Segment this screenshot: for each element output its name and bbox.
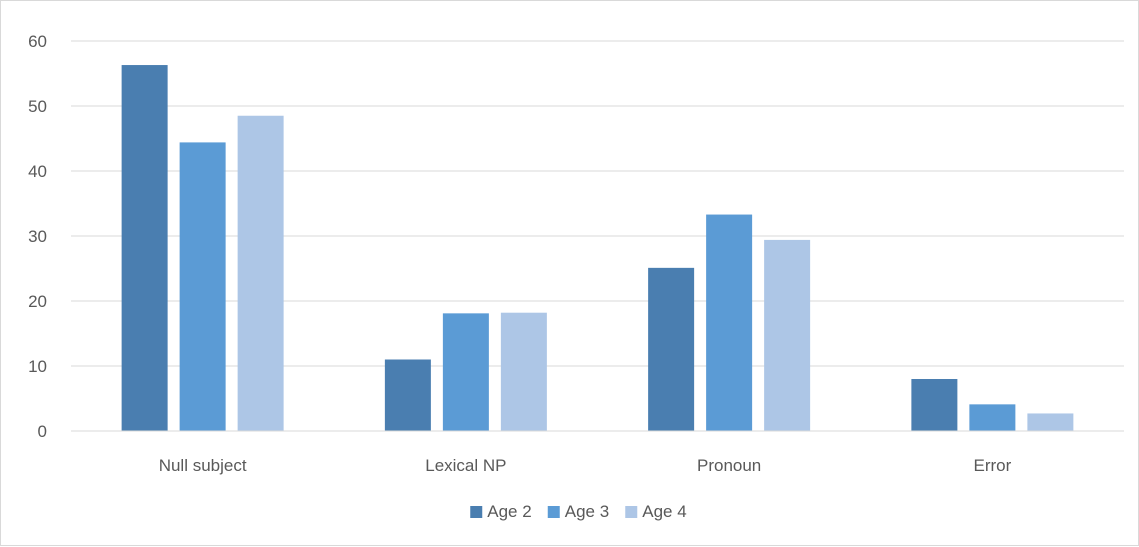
y-axis-tick-labels: 0 10 20 30 40 50 60 — [28, 32, 47, 441]
y-tick-label: 20 — [28, 292, 47, 311]
bar-pronoun-age-3 — [706, 214, 753, 431]
bar-error-age-4 — [1027, 413, 1074, 431]
y-tick-label: 10 — [28, 357, 47, 376]
legend-item-age-4: Age 4 — [625, 502, 687, 521]
bars — [121, 65, 1074, 432]
bar-lexical-np-age-2 — [384, 359, 431, 431]
x-axis-tick-labels: Null subject Lexical NP Pronoun Error — [159, 456, 1012, 475]
legend-swatch — [547, 506, 560, 518]
bar-null-subject-age-3 — [179, 142, 226, 431]
legend-label: Age 2 — [487, 502, 531, 521]
legend-label: Age 3 — [565, 502, 609, 521]
x-tick-label: Null subject — [159, 456, 247, 475]
x-tick-label: Error — [973, 456, 1011, 475]
legend-swatch — [470, 506, 483, 518]
legend-item-age-2: Age 2 — [470, 502, 532, 521]
bar-lexical-np-age-4 — [500, 312, 547, 431]
bar-pronoun-age-4 — [764, 239, 811, 431]
y-tick-label: 30 — [28, 227, 47, 246]
legend-label: Age 4 — [642, 502, 686, 521]
bar-null-subject-age-2 — [121, 65, 168, 432]
y-tick-label: 0 — [38, 422, 47, 441]
y-tick-label: 40 — [28, 162, 47, 181]
x-tick-label: Lexical NP — [425, 456, 506, 475]
bar-pronoun-age-2 — [648, 267, 695, 431]
bar-lexical-np-age-3 — [442, 313, 489, 431]
legend: Age 2 Age 3 Age 4 — [470, 502, 687, 521]
x-tick-label: Pronoun — [697, 456, 761, 475]
bar-error-age-3 — [969, 404, 1016, 431]
y-tick-label: 60 — [28, 32, 47, 51]
y-tick-label: 50 — [28, 97, 47, 116]
legend-swatch — [625, 506, 638, 518]
legend-item-age-3: Age 3 — [547, 502, 609, 521]
gridlines — [71, 40, 1124, 367]
bar-error-age-2 — [911, 379, 958, 431]
bar-null-subject-age-4 — [237, 115, 284, 431]
